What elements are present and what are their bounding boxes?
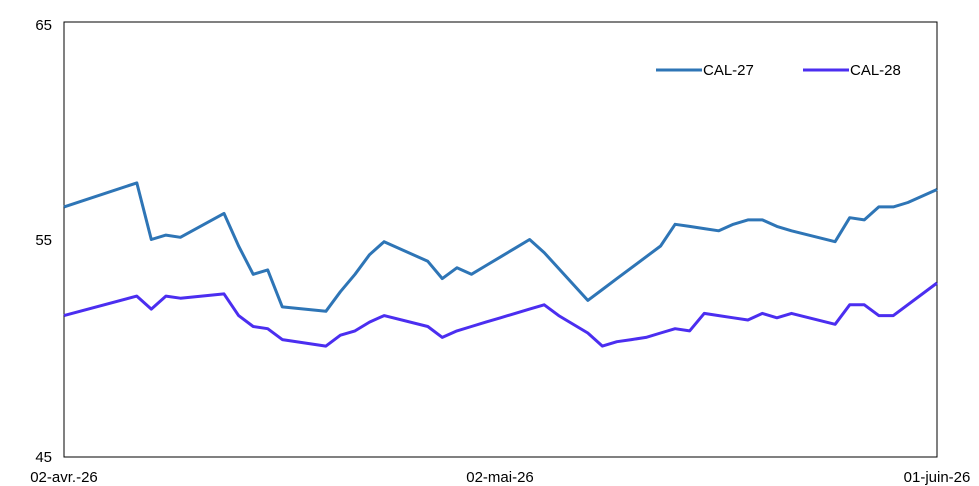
series-line-cal-27 [63, 181, 938, 313]
series-layer [63, 181, 938, 348]
y-tick-label-65: 65 [35, 17, 52, 34]
series-line-cal-28 [63, 281, 938, 348]
legend-label-cal-27: CAL-27 [703, 62, 754, 79]
x-tick-label-02-avr: 02-avr.-26 [30, 469, 98, 486]
legend-label-cal-28: CAL-28 [850, 62, 901, 79]
x-tick-label-02-mai: 02-mai-26 [466, 469, 534, 486]
y-tick-label-45: 45 [35, 449, 52, 466]
x-tick-label-01-juin: 01-juin-26 [904, 469, 971, 486]
legend: CAL-27 CAL-28 [656, 62, 901, 79]
y-tick-label-55: 55 [35, 232, 52, 249]
plot-area-frame [63, 21, 938, 458]
x-axis: 02-avr.-26 02-mai-26 01-juin-26 [30, 469, 970, 486]
y-axis: 65 55 45 [35, 17, 52, 466]
